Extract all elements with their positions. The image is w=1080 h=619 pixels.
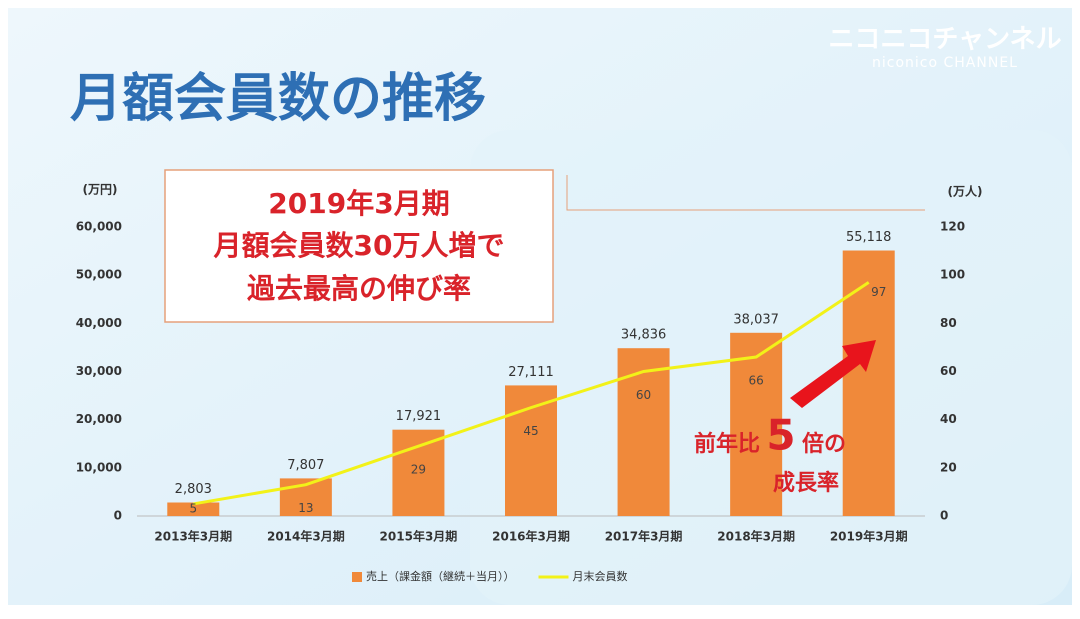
bar-value-label: 27,111 — [508, 365, 554, 380]
line-value-label: 45 — [523, 424, 538, 438]
y2-tick-label: 20 — [940, 460, 957, 474]
x-tick-label: 2017年3月期 — [605, 529, 683, 544]
logo-subtext: niconico CHANNEL — [872, 55, 1018, 71]
bar-value-label: 7,807 — [287, 458, 324, 473]
y-tick-label: 20,000 — [76, 412, 122, 426]
bar — [392, 429, 445, 516]
line-value-label: 66 — [749, 374, 764, 388]
y2-tick-label: 100 — [940, 268, 965, 282]
callout-line: 2019年3月期 — [268, 187, 449, 220]
bar — [842, 250, 895, 517]
y-tick-label: 30,000 — [76, 364, 122, 378]
y-tick-label: 50,000 — [76, 268, 122, 282]
line-value-label: 60 — [636, 388, 651, 402]
line-value-label: 13 — [298, 501, 313, 515]
y-tick-label: 40,000 — [76, 316, 122, 330]
y-tick-label: 0 — [114, 509, 122, 523]
y2-tick-label: 80 — [940, 316, 957, 330]
y2-tick-label: 120 — [940, 220, 965, 234]
bar — [617, 348, 670, 516]
annotation: 前年比 — [694, 431, 760, 457]
y-tick-label: 60,000 — [76, 220, 122, 234]
y2-tick-label: 60 — [940, 364, 957, 378]
callout-box — [164, 169, 554, 323]
annotation: 成長率 — [773, 470, 839, 496]
legend-label: 月末会員数 — [573, 569, 628, 583]
annotation-number: 5 — [766, 411, 795, 460]
slide-title: 月額会員数の推移 — [70, 69, 486, 129]
callout-line: 過去最高の伸び率 — [247, 272, 471, 305]
x-tick-label: 2019年3月期 — [830, 529, 908, 544]
annotation: 倍の — [802, 431, 846, 457]
line-value-label: 5 — [189, 502, 197, 516]
bar-value-label: 38,037 — [733, 312, 779, 327]
y2-tick-label: 40 — [940, 412, 957, 426]
bar — [730, 332, 783, 516]
y-tick-label: 10,000 — [76, 460, 122, 474]
line-value-label: 97 — [871, 285, 886, 299]
x-tick-label: 2014年3月期 — [267, 529, 345, 544]
bar-value-label: 55,118 — [846, 230, 892, 245]
bar — [167, 502, 220, 516]
line-value-label: 29 — [411, 463, 426, 477]
legend-swatch — [352, 572, 362, 582]
bar-value-label: 2,803 — [175, 482, 212, 497]
line — [193, 281, 870, 506]
x-tick-label: 2015年3月期 — [380, 529, 458, 544]
y2-tick-label: 0 — [940, 509, 948, 523]
y2-axis-label: (万人) — [948, 184, 983, 199]
x-tick-label: 2018年3月期 — [717, 529, 795, 544]
x-tick-label: 2016年3月期 — [492, 529, 570, 544]
bar — [505, 385, 557, 516]
bar-value-label: 17,921 — [396, 409, 442, 424]
bar-value-label: 34,836 — [621, 328, 667, 343]
arrow — [790, 340, 876, 408]
logo: ニコニコチャンネル — [828, 25, 1061, 55]
x-tick-label: 2013年3月期 — [154, 529, 232, 544]
legend-label: 売上（課金額（継続＋当月）） — [366, 569, 515, 583]
callout-leader — [566, 175, 925, 211]
callout-line: 月額会員数30万人増で — [213, 229, 505, 262]
y-axis-label: (万円) — [83, 183, 118, 197]
